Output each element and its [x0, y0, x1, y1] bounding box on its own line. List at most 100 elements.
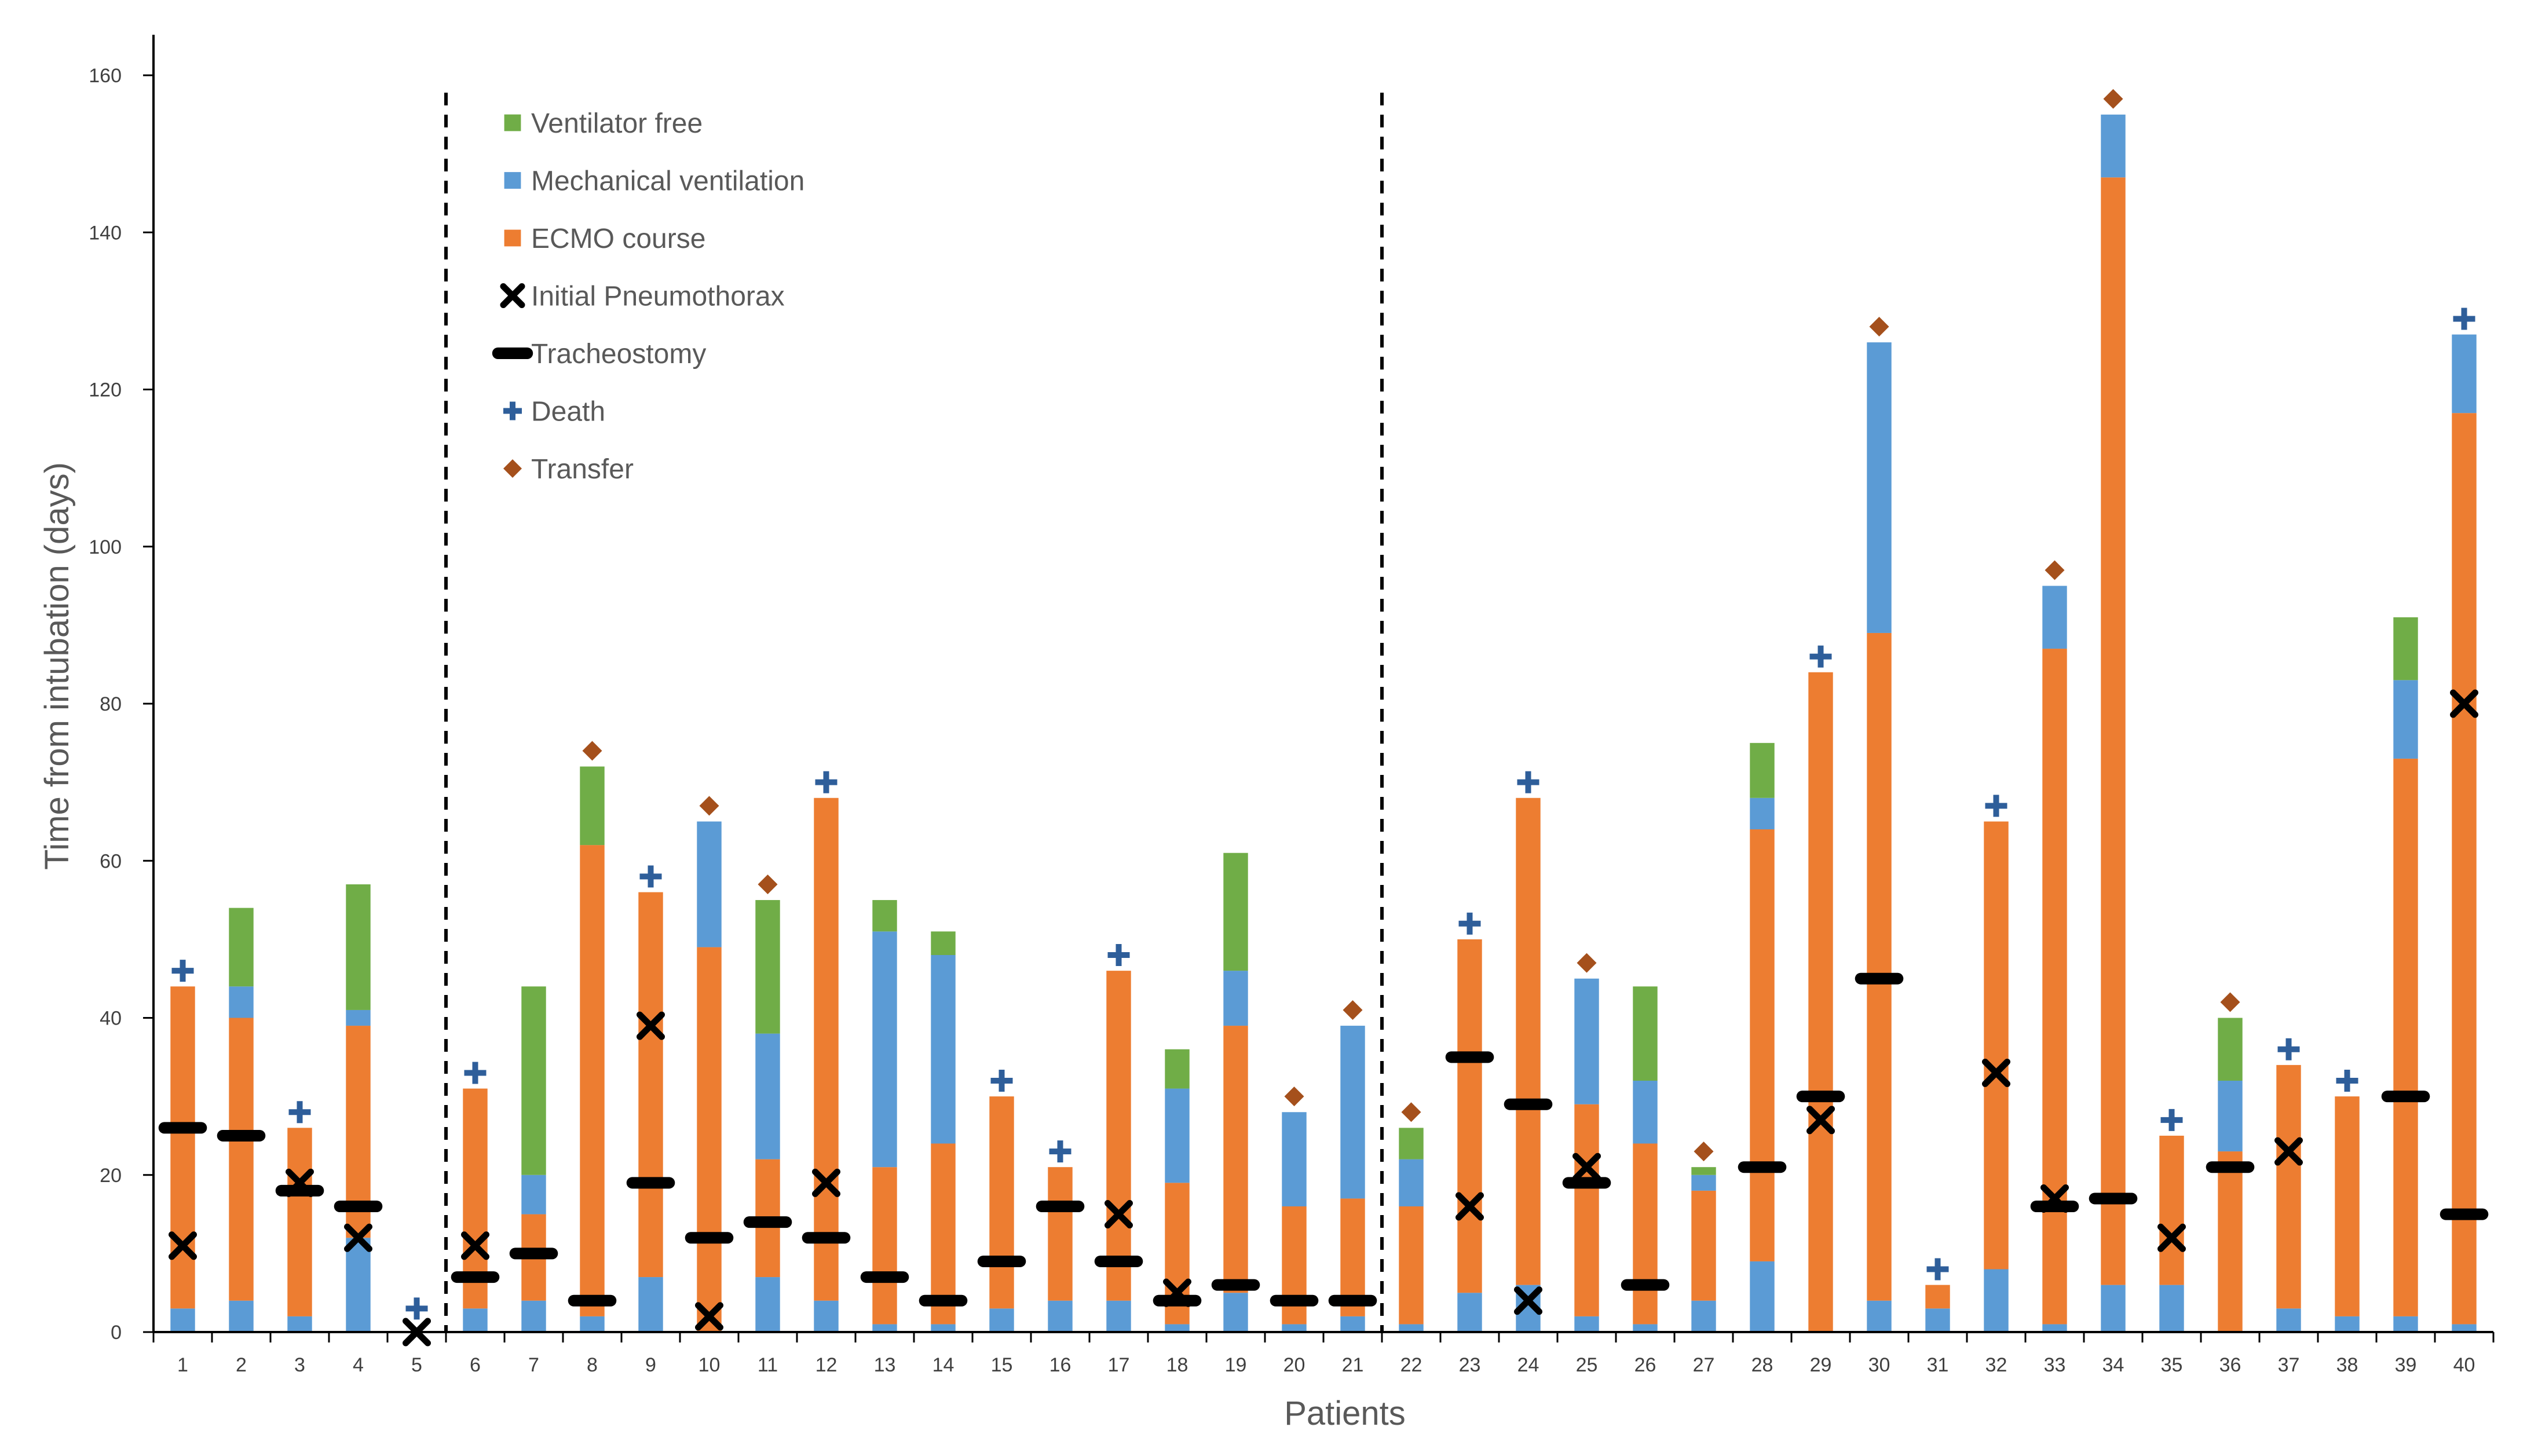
bar-segment-patient-23-series-1: [1457, 939, 1482, 1293]
transfer-marker-patient-22: [1401, 1102, 1421, 1122]
legend: Ventilator free Mechanical ventilation ECM…: [492, 108, 804, 485]
x-tick-label: 32: [1985, 1354, 2007, 1376]
bar-segment-patient-2-series-0: [229, 1300, 254, 1332]
bar-segment-patient-37-series-0: [2276, 1308, 2301, 1332]
bar-segment-patient-31-series-1: [1925, 1285, 1950, 1309]
x-tick-label: 8: [587, 1354, 598, 1376]
bar-segment-patient-25-series-2: [1574, 978, 1599, 1104]
death-marker-patient-29: [1809, 645, 1832, 668]
transfer-marker-patient-34: [2103, 89, 2123, 109]
bar-segment-patient-20-series-2: [1282, 1112, 1307, 1206]
bar-segment-patient-34-series-0: [2101, 1285, 2126, 1332]
bar-segment-patient-38-series-1: [2335, 1096, 2360, 1316]
bar-segment-patient-23-series-0: [1457, 1293, 1482, 1332]
x-tick-label: 2: [236, 1354, 247, 1376]
tracheostomy-marker-patient-30: [1855, 972, 1904, 985]
bar-segment-patient-6-series-0: [463, 1308, 488, 1332]
x-tick-label: 10: [699, 1354, 721, 1376]
bar-segment-patient-4-series-0: [346, 1238, 371, 1332]
initial-pneumothorax-marker-patient-23: [1456, 1192, 1484, 1221]
legend-symbol-2: [504, 229, 521, 247]
bar-segment-patient-37-series-1: [2276, 1064, 2301, 1309]
x-tick-label: 5: [411, 1354, 422, 1376]
transfer-marker-patient-36: [2220, 992, 2240, 1012]
death-marker-patient-24: [1517, 771, 1539, 793]
bar-segment-patient-20-series-0: [1282, 1324, 1307, 1332]
bar-segment-patient-26-series-2: [1633, 1081, 1658, 1144]
x-tick-label: 19: [1225, 1354, 1247, 1376]
bar-segment-patient-14-series-2: [931, 955, 956, 1144]
legend-label: Tracheostomy: [531, 339, 706, 370]
initial-pneumothorax-marker-patient-9: [637, 1011, 665, 1040]
bar-segment-patient-32-series-1: [1984, 821, 2009, 1270]
initial-pneumothorax-marker-patient-25: [1572, 1153, 1601, 1181]
bar-segment-patient-13-series-0: [872, 1324, 897, 1332]
bar-segment-patient-35-series-0: [2159, 1285, 2184, 1332]
initial-pneumothorax-marker-patient-10: [695, 1302, 723, 1331]
bar-segment-patient-11-series-2: [755, 1033, 780, 1159]
death-marker-patient-23: [1458, 912, 1481, 935]
bar-segment-patient-33-series-2: [2042, 586, 2067, 649]
legend-symbol-4: [492, 347, 533, 359]
bar-segment-patient-27-series-0: [1691, 1300, 1716, 1332]
bar-segment-patient-22-series-0: [1399, 1324, 1424, 1332]
bar-segment-patient-4-series-3: [346, 884, 371, 1010]
legend-label: Death: [531, 397, 605, 427]
x-tick-label: 14: [932, 1354, 955, 1376]
bar-segment-patient-34-series-2: [2101, 114, 2126, 178]
x-tick-label: 23: [1459, 1354, 1481, 1376]
initial-pneumothorax-marker-patient-6: [461, 1231, 489, 1260]
bar-segment-patient-36-series-2: [2218, 1081, 2243, 1152]
bar-segment-patient-28-series-0: [1750, 1261, 1775, 1332]
bar-segment-patient-18-series-3: [1165, 1049, 1190, 1089]
bar-segment-patient-35-series-1: [2159, 1135, 2184, 1285]
bar-segment-patient-31-series-0: [1925, 1308, 1950, 1332]
tracheostomy-marker-patient-16: [1036, 1201, 1085, 1212]
bar-segment-patient-30-series-0: [1867, 1300, 1892, 1332]
bar-segment-patient-27-series-3: [1691, 1167, 1716, 1175]
tracheostomy-marker-patient-4: [334, 1201, 383, 1212]
death-marker-patient-31: [1926, 1258, 1949, 1281]
death-marker-patient-17: [1107, 944, 1130, 966]
tracheostomy-marker-patient-1: [158, 1122, 207, 1134]
bar-segment-patient-10-series-2: [697, 821, 722, 948]
bar-segment-patient-1-series-1: [170, 986, 195, 1309]
bar-segment-patient-17-series-0: [1106, 1300, 1131, 1332]
bar-segment-patient-19-series-1: [1223, 1026, 1248, 1293]
tracheostomy-marker-patient-36: [2206, 1161, 2255, 1173]
x-tick-label: 40: [2453, 1354, 2475, 1376]
y-tick-label: 140: [89, 222, 122, 244]
tracheostomy-marker-patient-17: [1094, 1255, 1143, 1267]
bar-segment-patient-32-series-0: [1984, 1269, 2009, 1332]
bar-segment-patient-2-series-2: [229, 986, 254, 1018]
x-tick-label: 3: [294, 1354, 305, 1376]
legend-label: Mechanical ventilation: [531, 166, 804, 197]
bars-layer: [170, 114, 2477, 1332]
bar-segment-patient-2-series-3: [229, 908, 254, 987]
tracheostomy-marker-patient-33: [2030, 1201, 2079, 1212]
bar-segment-patient-25-series-0: [1574, 1316, 1599, 1332]
bar-segment-patient-22-series-1: [1399, 1206, 1424, 1325]
bar-segment-patient-39-series-1: [2393, 758, 2418, 1316]
bar-segment-patient-18-series-0: [1165, 1324, 1190, 1332]
initial-pneumothorax-marker-patient-35: [2157, 1223, 2186, 1252]
death-marker-patient-12: [815, 771, 838, 793]
bar-segment-patient-15-series-0: [989, 1308, 1014, 1332]
y-tick-label: 40: [100, 1008, 122, 1030]
x-tick-label: 9: [645, 1354, 656, 1376]
x-tick-label: 39: [2395, 1354, 2417, 1376]
tracheostomy-marker-patient-21: [1328, 1294, 1377, 1307]
tracheostomy-marker-patient-19: [1211, 1279, 1260, 1291]
bar-segment-patient-19-series-3: [1223, 853, 1248, 971]
x-tick-label: 31: [1927, 1354, 1949, 1376]
bar-segment-patient-36-series-3: [2218, 1018, 2243, 1081]
x-axis-label: Patients: [1284, 1395, 1406, 1432]
legend-symbol-3: [500, 283, 525, 308]
bar-segment-patient-13-series-3: [872, 900, 897, 932]
legend-label: Transfer: [531, 454, 634, 485]
transfer-marker-patient-25: [1577, 953, 1597, 973]
tracheostomy-marker-patient-24: [1504, 1098, 1553, 1110]
transfer-marker-patient-11: [758, 874, 778, 894]
initial-pneumothorax-marker-patient-32: [1982, 1058, 2010, 1087]
